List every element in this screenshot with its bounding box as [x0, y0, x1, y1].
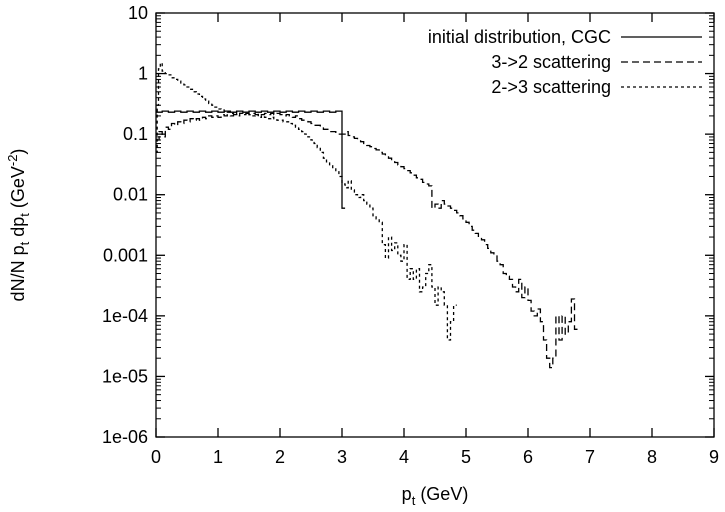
x-tick-label-1: 1 — [213, 447, 223, 467]
y-tick-label-2: 1e-04 — [102, 306, 148, 326]
y-axis-label-part-1: t — [17, 241, 32, 245]
series-line-1 — [156, 112, 578, 369]
x-axis-label: pt (GeV) — [402, 484, 469, 508]
series-line-2 — [156, 62, 457, 341]
y-axis-label: dN/N pt dpt (GeV-2) — [5, 149, 32, 302]
ticks-layer: 0 1 2 3 4 5 6 7 8 9 1e-06 1e-05 1e-04 0.001 0.01 0.1 1 10 — [102, 3, 719, 467]
y-tick-label-6: 1 — [138, 64, 148, 84]
x-tick-label-5: 5 — [461, 447, 471, 467]
series-line-0 — [156, 110, 346, 209]
legend-label-1: 3->2 scattering — [491, 52, 611, 72]
x-tick-label-0: 0 — [151, 447, 161, 467]
x-tick-label-4: 4 — [399, 447, 409, 467]
x-tick-label-2: 2 — [275, 447, 285, 467]
x-axis-label-rest: (GeV) — [415, 484, 468, 504]
x-tick-label-3: 3 — [337, 447, 347, 467]
legend-label-2: 2->3 scattering — [491, 77, 611, 97]
x-tick-label-8: 8 — [647, 447, 657, 467]
legend-label-0: initial distribution, CGC — [428, 27, 611, 47]
y-tick-label-3: 0.001 — [103, 245, 148, 265]
x-tick-label-9: 9 — [709, 447, 719, 467]
y-axis-label-part-3: t — [17, 213, 32, 217]
y-tick-label-5: 0.1 — [123, 124, 148, 144]
y-axis-label-part-2: dp — [8, 217, 28, 242]
series-layer — [156, 62, 578, 369]
y-axis-label-part-5: -2 — [5, 155, 20, 167]
y-tick-label-1: 1e-05 — [102, 366, 148, 386]
y-tick-label-7: 10 — [128, 3, 148, 23]
y-axis-label-part-6: ) — [8, 149, 28, 155]
y-axis-label-part-0: dN/N p — [8, 245, 28, 301]
y-tick-label-4: 0.01 — [113, 185, 148, 205]
plot-frame — [155, 12, 715, 438]
legend: initial distribution, CGC 3->2 scattering… — [428, 27, 702, 97]
x-tick-label-6: 6 — [523, 447, 533, 467]
y-axis-label-part-4: (GeV — [8, 166, 28, 213]
x-axis-label-sub: t — [412, 493, 416, 508]
y-tick-label-0: 1e-06 — [102, 427, 148, 447]
x-axis-label-main: p — [402, 484, 412, 504]
x-tick-label-7: 7 — [585, 447, 595, 467]
